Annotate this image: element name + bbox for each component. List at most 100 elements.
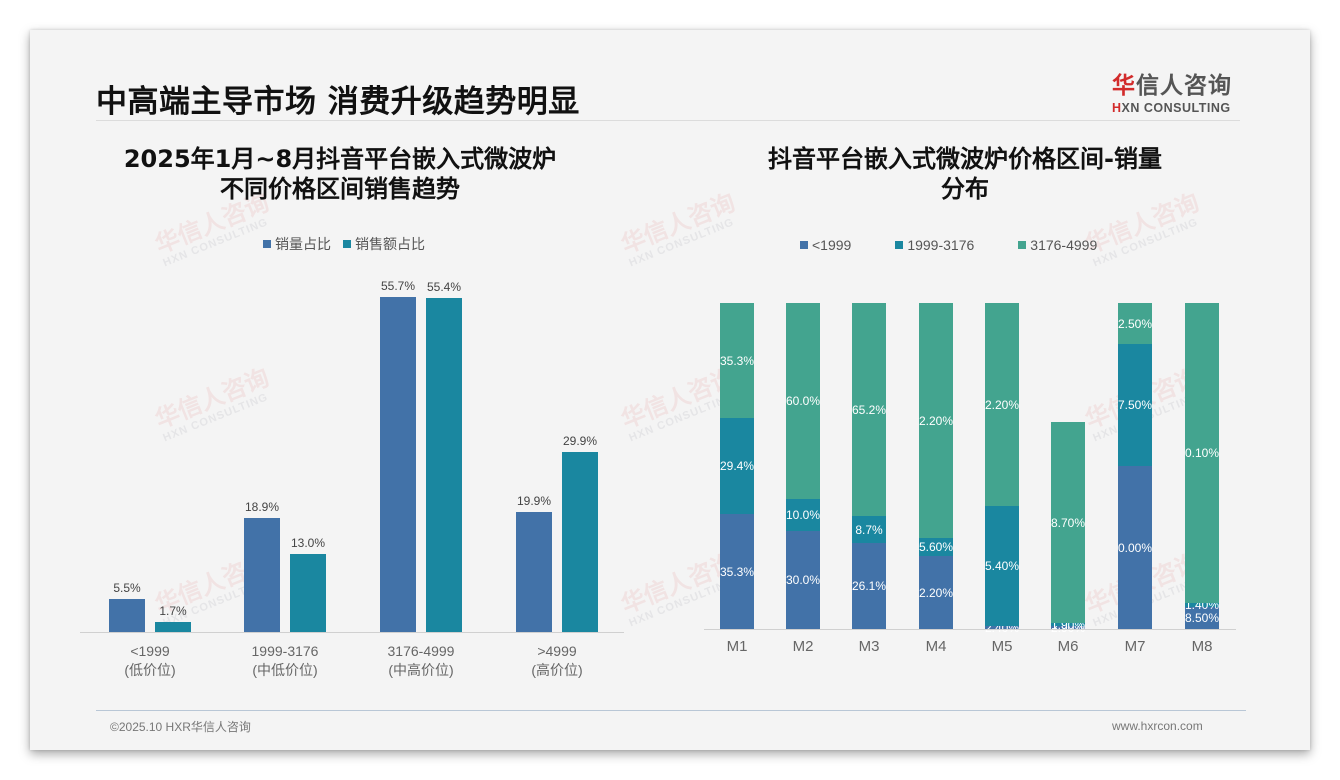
footer-copyright: ©2025.10 HXR华信人咨询 xyxy=(110,720,251,734)
x-axis-category-label: 3176-4999 (中高价位) xyxy=(387,643,455,678)
slide: 华信人咨询 HXN CONSULTING 华信人咨询 HXN CONSULTING … xyxy=(30,30,1310,750)
segment-under-1999: 8.50% xyxy=(1185,607,1219,629)
data-label: 10.0% xyxy=(785,508,821,522)
segment-3176-4999: 0.10% xyxy=(1185,303,1219,603)
logo-en: HXN CONSULTING xyxy=(1112,101,1231,115)
data-label: 29.9% xyxy=(562,434,598,448)
legend-item-1999-3176: 1999-3176 xyxy=(895,237,974,253)
footer-website: www.hxrcon.com xyxy=(1112,719,1203,733)
legend-swatch xyxy=(1018,241,1027,249)
title-divider xyxy=(96,120,1240,121)
segment-under-1999: 35.3% xyxy=(720,514,754,629)
stacked-bar-m6: 2.90% 1.90% 8.70% xyxy=(1051,30,1085,635)
data-label: 13.0% xyxy=(290,536,326,550)
left-chart-title: 2025年1月~8月抖音平台嵌入式微波炉 不同价格区间销售趋势 xyxy=(123,145,557,203)
data-label: 0.10% xyxy=(1184,446,1220,460)
data-label: 60.0% xyxy=(785,394,821,408)
stacked-bar-m5: 2.40% 5.40% 2.20% xyxy=(985,30,1019,635)
data-label: 2.50% xyxy=(1117,316,1153,331)
data-label: 35.3% xyxy=(719,353,755,368)
data-label: 8.70% xyxy=(1050,515,1086,530)
x-axis-category-label: >4999 (高价位) xyxy=(531,643,583,678)
right-chart-legend: <1999 1999-3176 3176-4999 xyxy=(800,237,1097,253)
data-label: 26.1% xyxy=(851,579,887,593)
stacked-bar-m4: 2.20% 5.60% 2.20% xyxy=(919,30,953,629)
segment-under-1999: 26.1% xyxy=(852,543,886,629)
legend-swatch xyxy=(800,241,808,249)
legend-item-under-1999: <1999 xyxy=(800,237,851,253)
legend-swatch xyxy=(895,241,904,249)
x-axis-month-label: M2 xyxy=(792,638,814,655)
right-chart-x-axis xyxy=(704,629,1236,630)
segment-3176-4999: 60.0% xyxy=(786,303,820,499)
data-label: 2.20% xyxy=(984,397,1020,412)
left-chart-legend: 销量占比 销售额占比 xyxy=(263,234,425,254)
segment-1999-3176: 7.50% xyxy=(1118,344,1152,466)
x-axis-month-label: M6 xyxy=(1057,638,1079,655)
bar-sales-volume xyxy=(109,599,145,632)
legend-swatch xyxy=(263,240,271,248)
segment-under-1999: 2.20% xyxy=(919,556,953,629)
data-label: 2.20% xyxy=(918,413,954,428)
bar-sales-amount xyxy=(426,298,462,632)
data-label: 30.0% xyxy=(785,573,821,587)
legend-item-3176-4999: 3176-4999 xyxy=(1018,237,1097,253)
stacked-bar-m7: 0.00% 7.50% 2.50% xyxy=(1118,30,1152,629)
bar-sales-amount xyxy=(562,452,598,632)
data-label: 35.3% xyxy=(719,564,755,579)
segment-1999-3176: 8.7% xyxy=(852,516,886,543)
stacked-bar-m2: 30.0% 10.0% 60.0% xyxy=(786,30,820,629)
left-chart-x-axis xyxy=(80,632,624,633)
segment-1999-3176: 1.40% xyxy=(1185,598,1219,612)
segment-3176-4999: 2.20% xyxy=(919,303,953,538)
data-label: 8.50% xyxy=(1184,611,1220,625)
legend-item-sales-volume: 销量占比 xyxy=(263,234,331,254)
stacked-bar-m8: 8.50% 1.40% 0.10% xyxy=(1185,30,1219,629)
brand-logo: 华信人咨询 HXN CONSULTING xyxy=(1112,66,1242,115)
segment-1999-3176: 5.40% xyxy=(985,506,1019,626)
data-label: 7.50% xyxy=(1117,398,1153,412)
data-label: 55.7% xyxy=(380,279,416,293)
x-axis-month-label: M7 xyxy=(1124,638,1146,655)
data-label: 1.7% xyxy=(159,604,187,618)
segment-3176-4999: 2.50% xyxy=(1118,303,1152,344)
data-label: 55.4% xyxy=(426,280,462,294)
segment-1999-3176: 29.4% xyxy=(720,418,754,514)
x-axis-month-label: M1 xyxy=(726,638,748,655)
legend-item-sales-amount: 销售额占比 xyxy=(343,234,425,254)
x-axis-month-label: M8 xyxy=(1191,638,1213,655)
footer-divider xyxy=(96,710,1246,711)
segment-1999-3176: 10.0% xyxy=(786,499,820,531)
data-label: 8.7% xyxy=(855,522,883,537)
x-axis-category-label: <1999 (低价位) xyxy=(124,643,176,678)
logo-cn: 华信人咨询 xyxy=(1112,73,1232,99)
data-label: 65.2% xyxy=(851,402,887,417)
segment-1999-3176: 5.60% xyxy=(919,538,953,556)
page-title: 中高端主导市场 消费升级趋势明显 xyxy=(96,84,580,120)
legend-swatch xyxy=(343,240,351,248)
segment-3176-4999: 35.3% xyxy=(720,303,754,418)
right-chart-title: 抖音平台嵌入式微波炉价格区间-销量 分布 xyxy=(768,145,1162,203)
segment-under-1999: 30.0% xyxy=(786,531,820,629)
bar-sales-volume xyxy=(516,512,552,632)
x-axis-month-label: M5 xyxy=(991,638,1013,655)
x-axis-category-label: 1999-3176 (中低价位) xyxy=(251,643,319,678)
stacked-bar-m1: 35.3% 29.4% 35.3% xyxy=(720,30,754,629)
x-axis-month-label: M3 xyxy=(858,638,880,655)
bar-sales-volume xyxy=(380,297,416,632)
bar-sales-volume xyxy=(244,518,280,632)
segment-3176-4999: 65.2% xyxy=(852,303,886,516)
data-label: 0.00% xyxy=(1117,540,1153,555)
data-label: 19.9% xyxy=(516,494,552,508)
x-axis-month-label: M4 xyxy=(925,638,947,655)
data-label: 5.60% xyxy=(918,540,954,554)
bar-sales-amount xyxy=(290,554,326,632)
data-label: 5.5% xyxy=(113,581,141,595)
stacked-bar-m3: 26.1% 8.7% 65.2% xyxy=(852,30,886,629)
segment-3176-4999: 2.20% xyxy=(985,303,1019,506)
data-label: 29.4% xyxy=(719,459,755,473)
bar-sales-amount xyxy=(155,622,191,632)
segment-under-1999: 0.00% xyxy=(1118,466,1152,629)
data-label: 18.9% xyxy=(244,500,280,514)
